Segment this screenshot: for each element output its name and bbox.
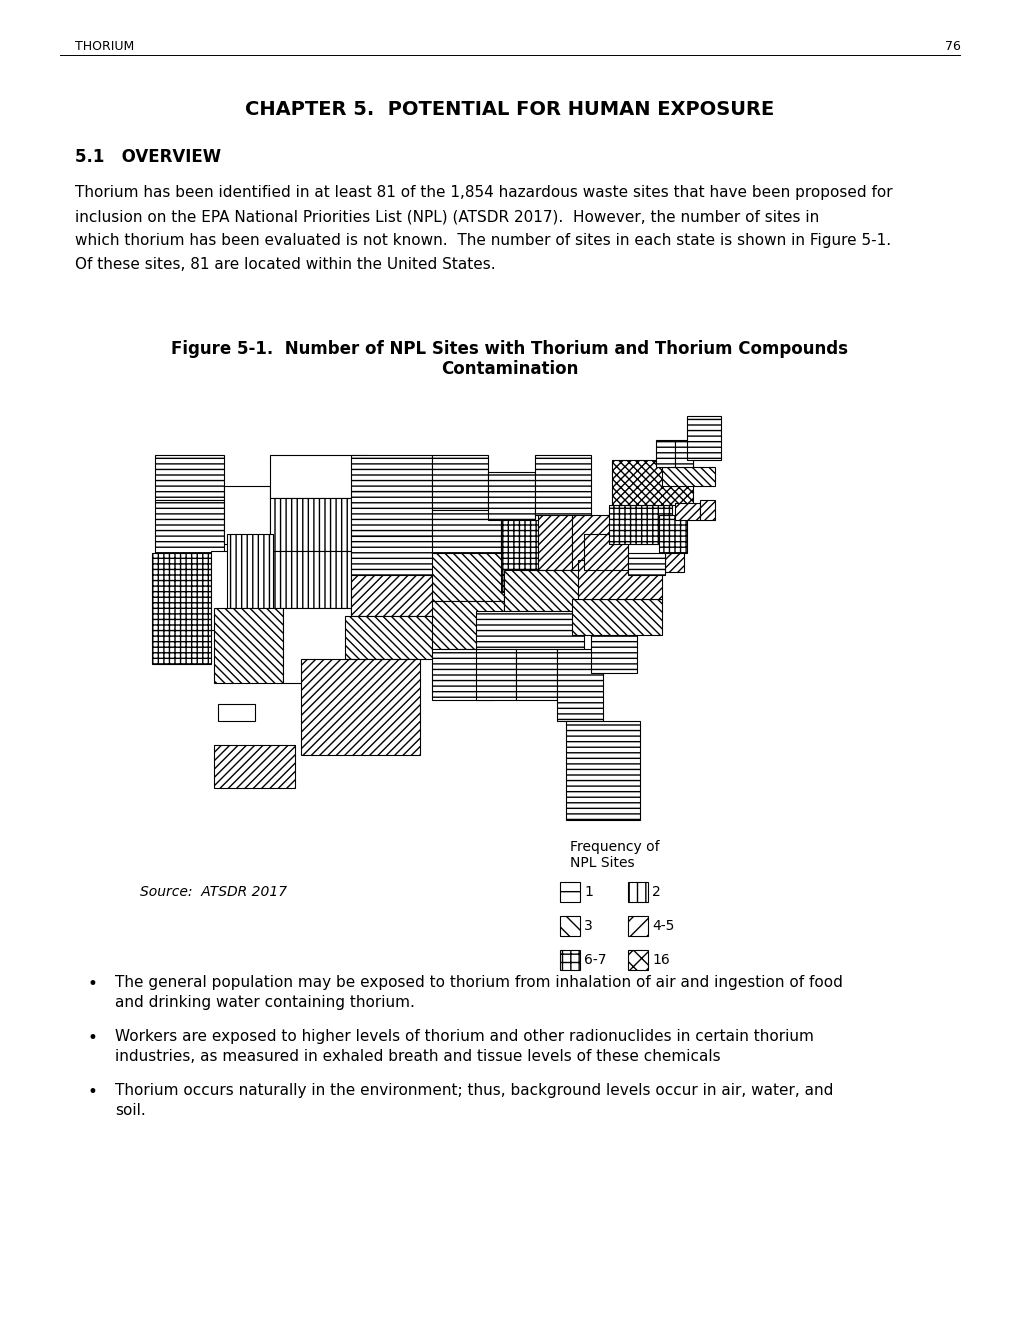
Bar <box>699 500 714 520</box>
Bar <box>572 515 611 570</box>
Bar <box>559 882 580 902</box>
Text: which thorium has been evaluated is not known.  The number of sites in each stat: which thorium has been evaluated is not … <box>75 234 891 248</box>
Bar <box>155 500 223 553</box>
Text: Contamination: Contamination <box>441 360 578 378</box>
Bar <box>559 950 580 970</box>
Bar <box>432 455 488 510</box>
Text: 6-7: 6-7 <box>584 953 606 968</box>
Text: 1: 1 <box>584 884 592 899</box>
Bar <box>155 455 223 500</box>
Bar <box>658 515 687 553</box>
Bar <box>628 882 647 902</box>
Bar <box>351 536 441 574</box>
Bar <box>226 535 273 609</box>
Bar <box>488 471 534 520</box>
Bar <box>590 635 637 673</box>
Bar <box>534 455 590 515</box>
Bar <box>432 553 503 601</box>
Text: NPL Sites: NPL Sites <box>570 855 634 870</box>
Bar <box>351 491 432 536</box>
Text: 4-5: 4-5 <box>651 919 674 933</box>
Text: Figure 5-1.  Number of NPL Sites with Thorium and Thorium Compounds: Figure 5-1. Number of NPL Sites with Tho… <box>171 341 848 358</box>
Text: 2: 2 <box>651 884 660 899</box>
Bar <box>270 498 351 550</box>
Bar <box>566 721 640 820</box>
Bar <box>351 455 432 491</box>
Bar <box>475 611 584 649</box>
Text: Of these sites, 81 are located within the United States.: Of these sites, 81 are located within th… <box>75 257 495 272</box>
Bar <box>282 609 351 682</box>
Bar <box>674 441 693 467</box>
Text: Source:  ATSDR 2017: Source: ATSDR 2017 <box>140 884 286 899</box>
Bar <box>500 520 537 591</box>
Bar <box>687 416 720 459</box>
Bar <box>516 649 556 700</box>
Bar <box>351 574 441 615</box>
Bar <box>344 615 447 659</box>
Text: •: • <box>88 1082 98 1101</box>
Text: soil.: soil. <box>115 1104 146 1118</box>
Bar <box>537 515 572 570</box>
Bar <box>628 553 664 574</box>
Bar <box>302 659 419 755</box>
Bar <box>432 649 494 700</box>
Bar <box>223 486 270 544</box>
Bar <box>655 441 674 467</box>
Bar <box>572 599 661 635</box>
Text: •: • <box>88 975 98 993</box>
Text: Workers are exposed to higher levels of thorium and other radionuclides in certa: Workers are exposed to higher levels of … <box>115 1030 813 1044</box>
Bar <box>556 649 602 721</box>
Bar <box>661 467 714 486</box>
Bar <box>152 553 211 664</box>
Text: CHAPTER 5.  POTENTIAL FOR HUMAN EXPOSURE: CHAPTER 5. POTENTIAL FOR HUMAN EXPOSURE <box>246 100 773 119</box>
Text: inclusion on the EPA National Priorities List (NPL) (ATSDR 2017).  However, the : inclusion on the EPA National Priorities… <box>75 209 818 224</box>
Bar <box>503 570 584 611</box>
Text: 5.1   OVERVIEW: 5.1 OVERVIEW <box>75 148 221 166</box>
Bar <box>217 705 255 721</box>
Text: 76: 76 <box>944 40 960 53</box>
Bar <box>611 459 693 506</box>
Text: 3: 3 <box>584 919 592 933</box>
Bar <box>628 916 647 936</box>
Text: 16: 16 <box>651 953 669 968</box>
Bar <box>211 550 258 630</box>
Text: Thorium has been identified in at least 81 of the 1,854 hazardous waste sites th: Thorium has been identified in at least … <box>75 185 892 201</box>
Bar <box>214 746 294 788</box>
Bar <box>214 609 282 682</box>
Text: The general population may be exposed to thorium from inhalation of air and inge: The general population may be exposed to… <box>115 975 842 990</box>
Text: THORIUM: THORIUM <box>75 40 135 53</box>
Text: •: • <box>88 1030 98 1047</box>
Bar <box>270 455 367 498</box>
Text: Thorium occurs naturally in the environment; thus, background levels occur in ai: Thorium occurs naturally in the environm… <box>115 1082 833 1098</box>
Bar <box>584 535 628 570</box>
Bar <box>578 561 661 599</box>
Bar <box>475 649 516 700</box>
Text: industries, as measured in exhaled breath and tissue levels of these chemicals: industries, as measured in exhaled breat… <box>115 1049 719 1064</box>
Text: Frequency of: Frequency of <box>570 840 659 854</box>
Bar <box>608 506 671 544</box>
Bar <box>273 550 351 609</box>
Bar <box>432 601 503 649</box>
Bar <box>432 510 500 553</box>
Bar <box>674 503 699 520</box>
Bar <box>664 553 684 573</box>
Bar <box>628 950 647 970</box>
Bar <box>559 916 580 936</box>
Text: and drinking water containing thorium.: and drinking water containing thorium. <box>115 995 415 1010</box>
